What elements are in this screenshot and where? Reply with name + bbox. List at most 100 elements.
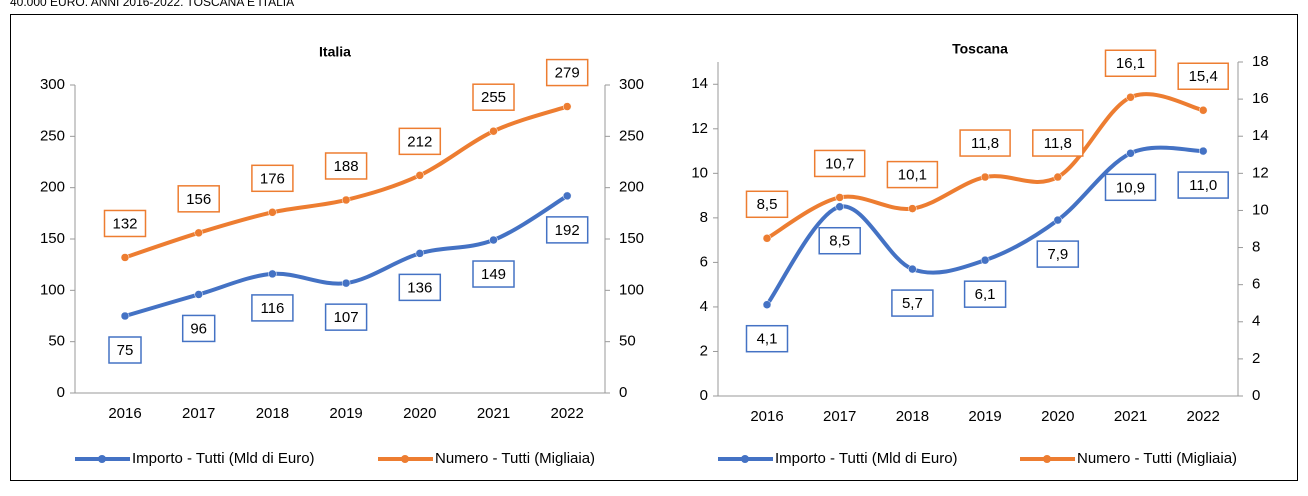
data-label: 188	[324, 152, 368, 180]
data-label-box	[745, 190, 789, 219]
x-tick-label: 2017	[182, 405, 215, 422]
y2-tick-label: 2	[1252, 350, 1260, 367]
data-label: 10,1	[886, 160, 939, 189]
data-label-box	[886, 160, 939, 189]
legend-label: Numero - Tutti (Migliaia)	[435, 450, 595, 467]
data-label-box	[1032, 129, 1084, 157]
y-tick-label: 300	[40, 76, 65, 93]
legend-marker	[1043, 455, 1051, 463]
y2-tick-label: 14	[1252, 127, 1269, 144]
y-tick-label: 50	[48, 333, 65, 350]
data-label: 279	[545, 58, 589, 87]
y-tick-label: 2	[700, 342, 708, 359]
point	[835, 202, 844, 211]
y-tick-label: 12	[691, 120, 708, 137]
data-label-box	[891, 289, 934, 317]
data-label-box	[398, 273, 442, 302]
data-label: 16,1	[1104, 49, 1157, 78]
data-label: 156	[177, 185, 220, 213]
data-label-text: 96	[190, 320, 207, 337]
y-tick-label: 10	[691, 164, 708, 181]
data-label: 8,5	[745, 190, 789, 219]
legend-label: Importo - Tutti (Mld di Euro)	[775, 450, 958, 467]
data-label-box	[251, 164, 294, 193]
data-label: 116	[251, 294, 294, 322]
data-label-box	[108, 336, 142, 364]
x-tick-label: 2019	[329, 405, 362, 422]
data-label: 10,7	[813, 149, 866, 178]
data-label: 5,7	[891, 289, 934, 317]
data-label-text: 136	[407, 279, 432, 296]
data-label-text: 16,1	[1116, 55, 1145, 72]
data-label-box	[398, 127, 442, 156]
y-tick-label: 250	[40, 127, 65, 144]
data-label-text: 11,8	[1044, 135, 1072, 152]
data-label-text: 4,1	[757, 331, 778, 348]
x-tick-label: 2016	[750, 408, 783, 425]
data-label-box	[1177, 171, 1229, 199]
data-label-box	[472, 83, 515, 111]
data-label-box	[103, 209, 147, 238]
point	[980, 172, 990, 182]
data-label: 11,0	[1177, 171, 1229, 199]
x-tick-label: 2018	[896, 408, 929, 425]
point	[120, 311, 130, 321]
y2-tick-label: 300	[619, 76, 644, 93]
data-label-box	[813, 149, 866, 178]
y2-tick-label: 4	[1252, 313, 1260, 330]
x-tick-label: 2020	[1041, 408, 1074, 425]
point	[194, 290, 203, 299]
point	[120, 253, 130, 262]
data-label-text: 8,5	[757, 196, 778, 213]
point	[762, 300, 772, 309]
data-label-text: 10,9	[1116, 179, 1145, 196]
y2-tick-label: 50	[619, 333, 636, 350]
point	[762, 234, 772, 243]
data-label-text: 10,7	[825, 155, 854, 172]
data-label: 6,1	[963, 280, 1007, 308]
point	[489, 126, 498, 136]
point	[415, 249, 425, 258]
data-label: 10,9	[1104, 173, 1157, 202]
data-label-box	[545, 216, 589, 244]
series-line	[124, 194, 569, 318]
x-tick-label: 2022	[1187, 408, 1220, 425]
data-label-text: 255	[481, 89, 506, 106]
data-label-text: 192	[555, 222, 580, 239]
point	[268, 208, 277, 217]
y2-tick-label: 12	[1252, 164, 1269, 181]
legend-marker	[741, 455, 749, 463]
legend-label: Importo - Tutti (Mld di Euro)	[132, 450, 315, 467]
y2-tick-label: 18	[1252, 53, 1269, 70]
data-label-text: 149	[481, 266, 506, 283]
data-label-text: 75	[117, 342, 134, 359]
data-label: 107	[324, 303, 368, 331]
data-label: 96	[181, 314, 216, 343]
data-label: 7,9	[1036, 240, 1080, 268]
data-label-box	[177, 185, 220, 213]
point	[268, 269, 277, 279]
point	[1126, 149, 1135, 158]
y-tick-label: 14	[691, 75, 708, 92]
point	[1053, 215, 1063, 225]
point	[1053, 172, 1063, 182]
point	[489, 235, 498, 245]
data-label-box	[472, 260, 515, 288]
y2-tick-label: 150	[619, 230, 644, 247]
data-label: 132	[103, 209, 147, 238]
data-label-text: 5,7	[902, 295, 923, 312]
legend-label: Numero - Tutti (Migliaia)	[1077, 450, 1237, 467]
data-label-text: 188	[334, 158, 359, 175]
data-label-text: 11,0	[1189, 177, 1217, 194]
x-tick-label: 2019	[968, 408, 1001, 425]
data-label-box	[1104, 173, 1157, 202]
point	[194, 228, 203, 238]
y2-tick-label: 8	[1252, 239, 1260, 256]
data-label-text: 107	[334, 309, 359, 326]
y-tick-label: 200	[40, 179, 65, 196]
point	[1198, 146, 1208, 156]
y2-tick-label: 6	[1252, 276, 1260, 293]
data-label-text: 116	[260, 300, 284, 317]
data-label: 255	[472, 83, 515, 111]
